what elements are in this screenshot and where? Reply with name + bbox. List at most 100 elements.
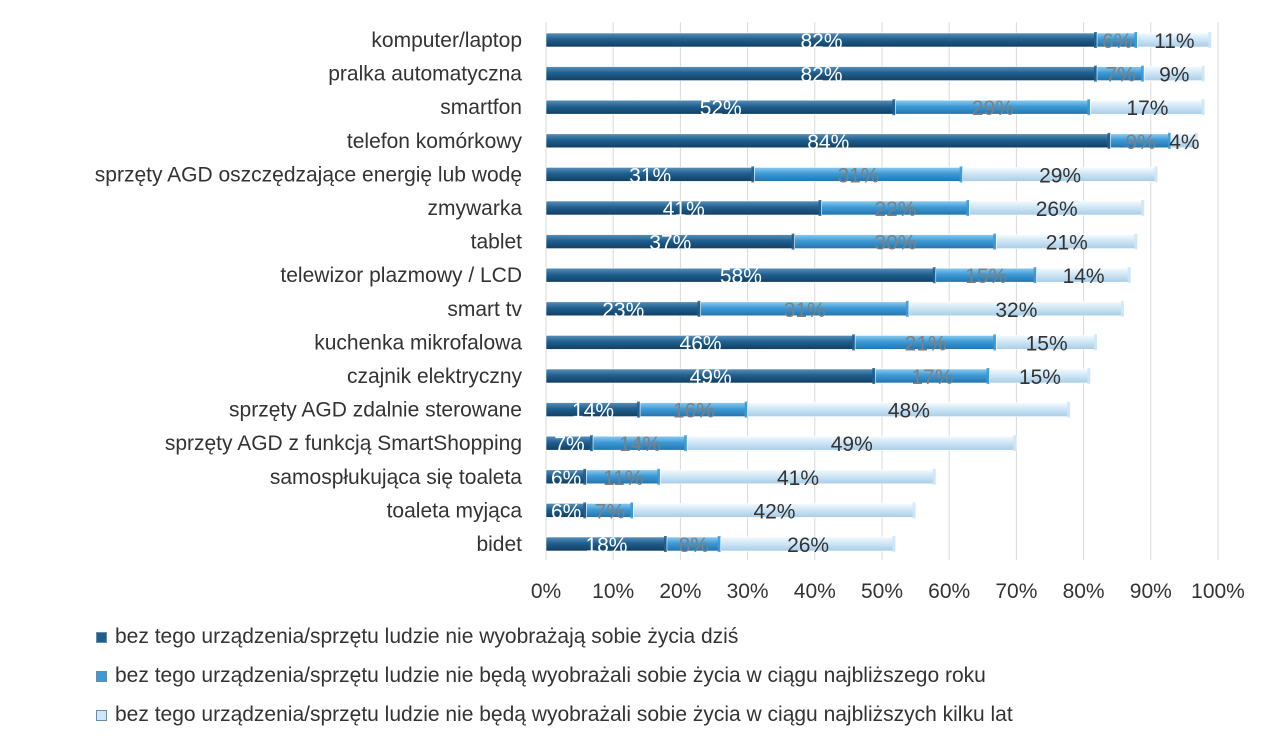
data-label: 52% xyxy=(700,97,742,120)
data-label: 30% xyxy=(874,232,916,255)
bar-segment-edge xyxy=(791,233,795,250)
data-label: 22% xyxy=(874,198,916,221)
data-label: 58% xyxy=(720,265,762,288)
bar-segment-edge xyxy=(583,468,587,485)
bar-segment-edge xyxy=(1033,267,1037,284)
legend-label-series-3: bez tego urządzenia/sprzętu ludzie nie b… xyxy=(115,703,1013,726)
bar-segment-edge xyxy=(892,536,896,552)
x-tick-label: 20% xyxy=(659,580,701,603)
bars xyxy=(545,32,1212,552)
data-label: 6% xyxy=(1102,30,1132,53)
x-tick-label: 80% xyxy=(1063,580,1105,603)
category-label: tablet xyxy=(471,231,523,254)
data-label: 29% xyxy=(972,97,1014,120)
data-label: 18% xyxy=(585,534,627,557)
data-label: 23% xyxy=(602,299,644,322)
data-label: 15% xyxy=(1019,366,1061,389)
data-label: 11% xyxy=(1154,30,1194,53)
bar-segment-edge xyxy=(932,267,936,284)
category-label: zmywarka xyxy=(427,197,522,220)
category-label: samospłukująca się toaleta xyxy=(270,466,522,489)
data-labels: 82% 6% 11% 82% 7% 9% 52% 29% 17% 84% 9% 4% 31% 31% 29%… xyxy=(551,30,1200,557)
legend-swatch-series-2 xyxy=(96,670,107,682)
bar-segment-edge xyxy=(637,401,641,418)
x-tick-label: 40% xyxy=(794,580,836,603)
bar-segment-edge xyxy=(986,368,990,384)
bar-segment-edge xyxy=(717,536,721,552)
category-label: sprzęty AGD oszczędzające energię lub wo… xyxy=(95,163,522,186)
bar-segment-edge xyxy=(872,368,876,384)
category-label: telewizor plazmowy / LCD xyxy=(280,264,522,287)
data-label: 84% xyxy=(807,131,849,154)
legend-item-series-1: bez tego urządzenia/sprzętu ludzie nie w… xyxy=(96,622,738,652)
bar-segment-edge xyxy=(744,401,748,418)
category-labels: komputer/laptop pralka automatyczna smartf… xyxy=(95,29,523,556)
bar-segment-edge xyxy=(657,468,661,485)
data-label: 17% xyxy=(1126,97,1168,120)
data-label: 9% xyxy=(1159,64,1189,87)
data-label: 4% xyxy=(1169,131,1199,154)
category-label: sprzęty AGD z funkcją SmartShopping xyxy=(165,432,522,455)
data-label: 14% xyxy=(1063,265,1105,288)
bar-segment-edge xyxy=(583,502,587,519)
data-label: 31% xyxy=(837,164,879,187)
bar-segment-edge xyxy=(1134,233,1138,250)
data-label: 11% xyxy=(603,467,643,490)
x-tick-label: 70% xyxy=(995,580,1037,603)
data-label: 48% xyxy=(888,400,930,423)
bar-segment-edge xyxy=(1167,132,1171,149)
data-label: 49% xyxy=(831,433,873,456)
bar-segment-edge xyxy=(1201,65,1205,82)
data-label: 7% xyxy=(554,433,584,456)
data-label: 9% xyxy=(1126,131,1156,154)
category-label: telefon komórkowy xyxy=(347,130,523,153)
legend-swatch-series-3 xyxy=(96,709,107,721)
bar-segment-edge xyxy=(852,334,856,351)
bar-segment-edge xyxy=(630,502,634,519)
bar-segment-edge xyxy=(1087,368,1091,384)
data-label: 14% xyxy=(619,433,661,456)
bar-segment-edge xyxy=(1154,166,1158,183)
data-label: 26% xyxy=(787,534,829,557)
data-label: 21% xyxy=(905,332,947,355)
data-label: 42% xyxy=(753,500,795,523)
data-label: 29% xyxy=(1039,164,1081,187)
bar-segment-edge xyxy=(905,300,909,317)
bar-segment-edge xyxy=(1201,99,1205,116)
bar-segment xyxy=(989,368,1091,384)
x-tick-label: 50% xyxy=(861,580,903,603)
bar-segment-edge xyxy=(1134,32,1138,48)
category-label: smartfon xyxy=(440,96,522,119)
bar-segment-edge xyxy=(684,435,688,452)
data-label: 6% xyxy=(551,500,581,523)
legend-label-series-1: bez tego urządzenia/sprzętu ludzie nie w… xyxy=(115,625,739,648)
bar-segment-edge xyxy=(1107,132,1111,149)
bar-segment-edge xyxy=(1208,32,1212,48)
data-label: 82% xyxy=(801,30,843,53)
x-tick-label: 100% xyxy=(1191,580,1245,603)
legend-item-series-2: bez tego urządzenia/sprzętu ludzie nie b… xyxy=(96,661,986,691)
x-tick-label: 10% xyxy=(592,580,634,603)
category-label: pralka automatyczna xyxy=(328,63,522,86)
category-label: komputer/laptop xyxy=(371,29,522,52)
data-label: 7% xyxy=(595,500,625,523)
data-label: 49% xyxy=(690,366,732,389)
data-label: 32% xyxy=(995,299,1037,322)
legend-item-series-3: bez tego urządzenia/sprzętu ludzie nie b… xyxy=(96,700,1013,730)
data-label: 82% xyxy=(801,64,843,87)
x-tick-label: 0% xyxy=(531,580,561,603)
x-axis-ticks: 0% 10% 20% 30% 40% 50% 60% 70% 80% 90% 100% xyxy=(531,580,1245,603)
bar-segment-edge xyxy=(993,334,997,351)
data-label: 17% xyxy=(911,366,953,389)
bar-segment-edge xyxy=(751,166,755,183)
bar-segment-edge xyxy=(1094,65,1098,82)
bar-segment-edge xyxy=(966,200,970,216)
category-label: sprzęty AGD zdalnie sterowane xyxy=(229,399,522,422)
bar-segment-edge xyxy=(1094,32,1098,48)
legend-label-series-2: bez tego urządzenia/sprzętu ludzie nie b… xyxy=(115,664,986,687)
category-label: kuchenka mikrofalowa xyxy=(314,331,522,354)
category-label: toaleta myjąca xyxy=(387,499,523,522)
bar-segment-edge xyxy=(1067,401,1071,418)
data-label: 16% xyxy=(673,400,715,423)
